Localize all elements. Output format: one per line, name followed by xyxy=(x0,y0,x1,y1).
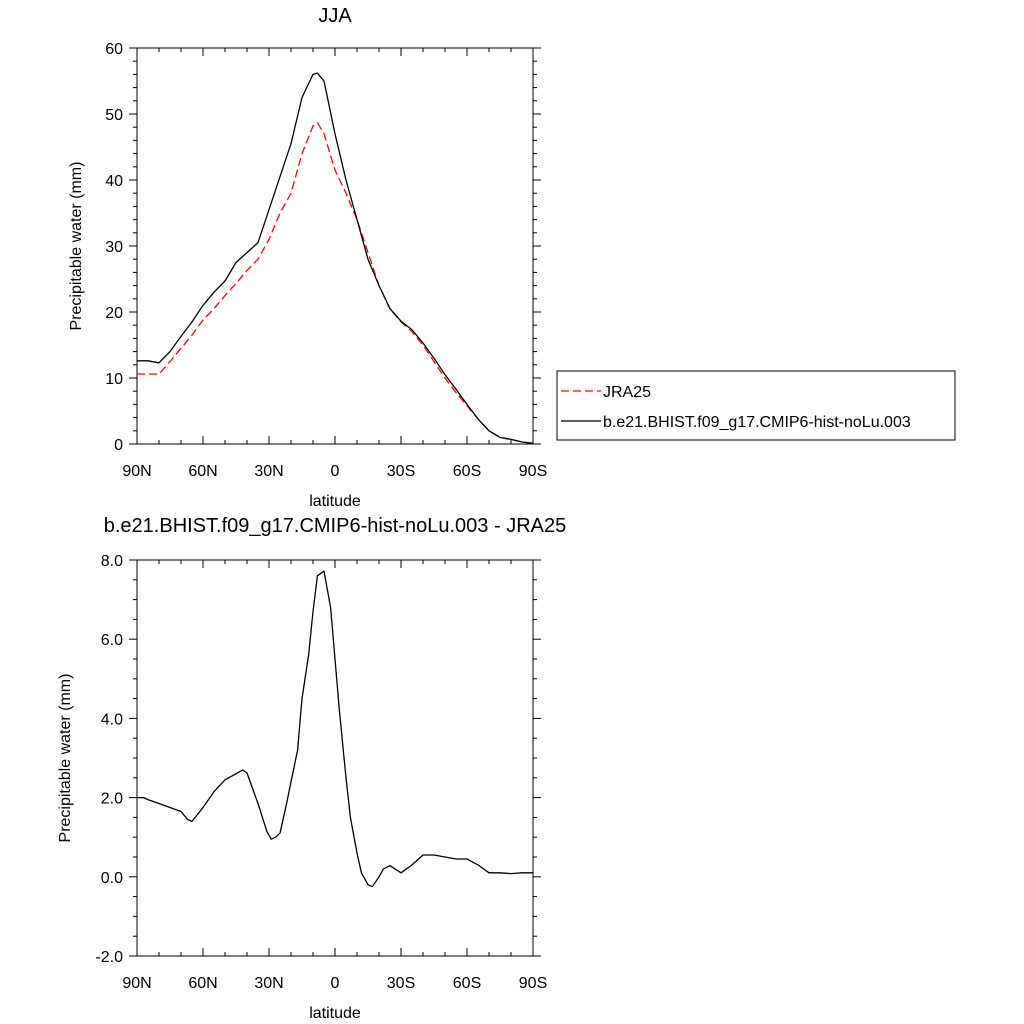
y-tick-label: 8.0 xyxy=(101,553,123,570)
legend-label-jra25: JRA25 xyxy=(603,384,651,401)
x-tick-label: 90S xyxy=(519,975,547,992)
top-y-axis-label: Precipitable water (mm) xyxy=(68,162,85,331)
bottom-x-axis-label: latitude xyxy=(309,1005,361,1022)
bottom-plot-frame xyxy=(136,559,534,957)
series-line-b-e21-bhist-f09-g17-cmip6-hist-nolu-003 xyxy=(137,72,534,444)
x-tick-label: 90N xyxy=(122,463,151,480)
bottom-y-axis-label: Precipitable water (mm) xyxy=(57,674,74,843)
x-tick-label: 60N xyxy=(188,463,217,480)
y-tick-label: 40 xyxy=(105,173,123,190)
x-tick-label: 30N xyxy=(254,463,283,480)
top-ticks: 90N 60N 30N 0 30S 60S 90S 0 10 20 30 40 50 60 xyxy=(105,41,547,480)
bottom-ticks: 90N 60N 30N 0 30S 60S 90S -2.0 0.0 2.0 4.0 6.0 8.0 xyxy=(95,553,547,992)
x-tick-label: 0 xyxy=(331,975,340,992)
x-tick-label: 90N xyxy=(122,975,151,992)
bottom-chart-title: b.e21.BHIST.f09_g17.CMIP6-hist-noLu.003 … xyxy=(104,515,566,537)
x-tick-label: 60S xyxy=(453,975,481,992)
y-tick-label: 10 xyxy=(105,371,123,388)
x-tick-label: 30S xyxy=(387,975,415,992)
top-chart-title: JJA xyxy=(318,5,352,27)
y-tick-label: 50 xyxy=(105,107,123,124)
y-tick-label: -2.0 xyxy=(95,949,123,966)
series-line-difference xyxy=(137,570,533,888)
legend-label-model: b.e21.BHIST.f09_g17.CMIP6-hist-noLu.003 xyxy=(603,414,911,431)
y-tick-label: 60 xyxy=(105,41,123,58)
bottom-panel: b.e21.BHIST.f09_g17.CMIP6-hist-noLu.003 … xyxy=(57,515,566,1022)
x-tick-label: 30S xyxy=(387,463,415,480)
y-tick-label: 2.0 xyxy=(101,791,123,808)
x-tick-label: 0 xyxy=(331,463,340,480)
y-tick-label: 0 xyxy=(114,437,123,454)
x-tick-label: 60N xyxy=(188,975,217,992)
top-x-axis-label: latitude xyxy=(309,493,361,510)
y-tick-label: 4.0 xyxy=(101,711,123,728)
legend-box xyxy=(556,370,956,441)
legend: JRA25 b.e21.BHIST.f09_g17.CMIP6-hist-noL… xyxy=(556,370,956,441)
x-tick-label: 90S xyxy=(519,463,547,480)
y-tick-label: 6.0 xyxy=(101,632,123,649)
top-plot-frame xyxy=(136,47,534,445)
top-panel: JJA 90N 60N 30N 0 30S 60S 90S 0 10 20 30 40 50 60 lat… xyxy=(68,5,547,510)
series-line-jra25 xyxy=(137,121,534,444)
x-tick-label: 60S xyxy=(453,463,481,480)
x-tick-label: 30N xyxy=(254,975,283,992)
y-tick-label: 30 xyxy=(105,239,123,256)
y-tick-label: 0.0 xyxy=(101,870,123,887)
bottom-series xyxy=(137,570,533,888)
y-tick-label: 20 xyxy=(105,305,123,322)
top-series xyxy=(137,72,534,444)
